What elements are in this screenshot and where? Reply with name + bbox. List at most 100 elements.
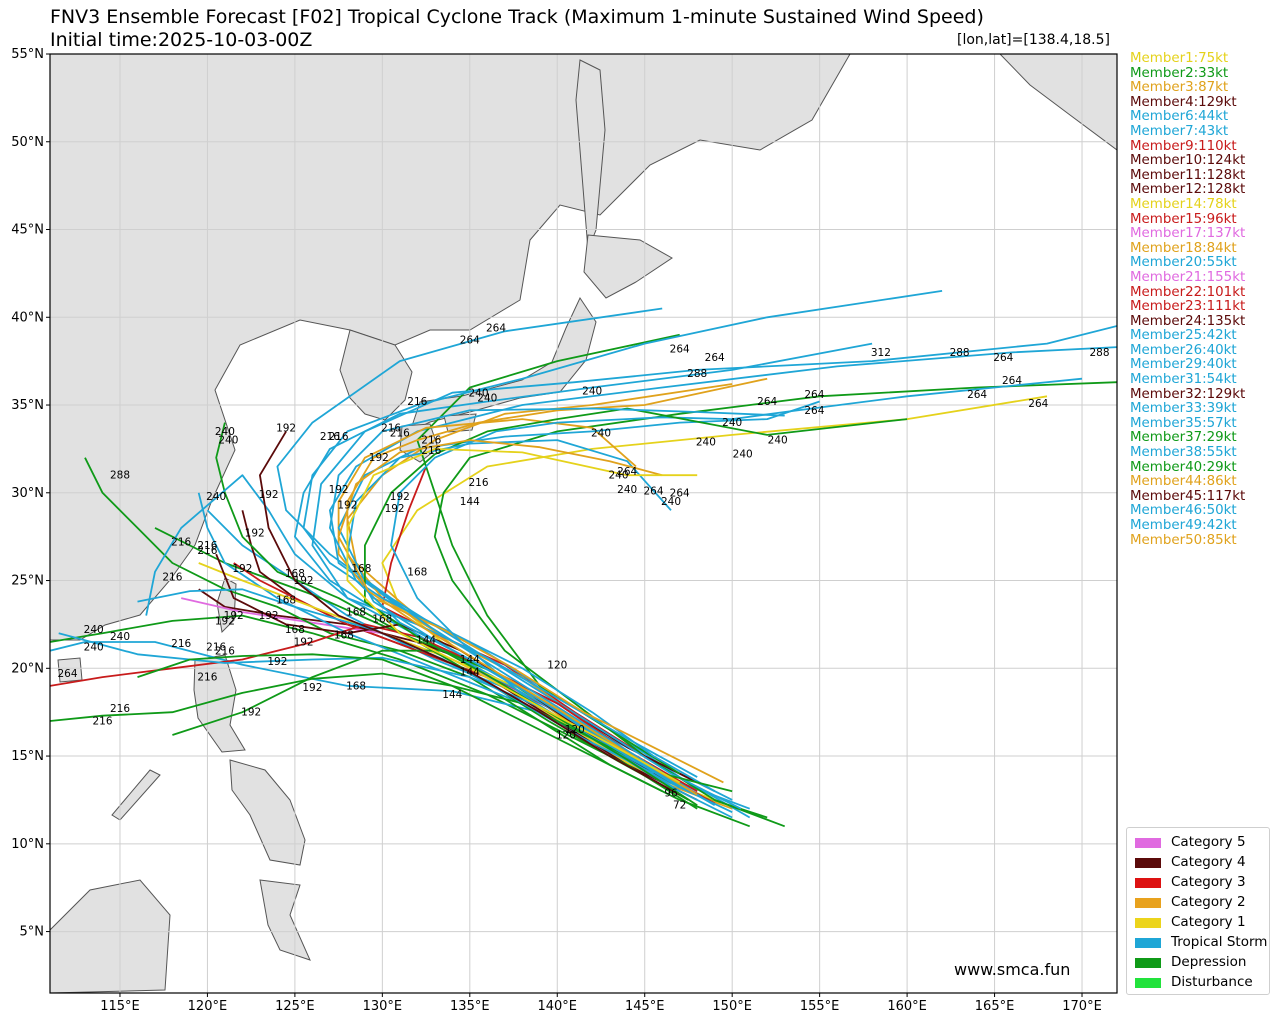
forecast-hour-label: 216 — [421, 445, 441, 457]
forecast-hour-label: 240 — [582, 386, 602, 398]
forecast-hour-label: 168 — [346, 607, 366, 619]
cyclone-track-line — [50, 623, 698, 792]
forecast-hour-label: 192 — [232, 563, 252, 575]
forecast-hour-label: 264 — [804, 405, 824, 417]
forecast-hour-label: 264 — [993, 352, 1013, 364]
legend-swatch — [1135, 878, 1161, 888]
member-entry: Member22:101kt — [1130, 284, 1246, 300]
member-entry: Member45:117kt — [1130, 488, 1246, 504]
forecast-hour-label: 192 — [245, 528, 265, 540]
member-entry: Member11:128kt — [1130, 167, 1246, 183]
forecast-hour-label: 216 — [407, 396, 427, 408]
member-entry: Member6:44kt — [1130, 109, 1229, 125]
lon-tick-label: 150°E — [712, 999, 752, 1014]
forecast-hour-label: 264 — [757, 396, 777, 408]
forecast-hour-label: 192 — [276, 422, 296, 434]
forecast-hour-label: 192 — [369, 452, 389, 464]
member-entry: Member23:111kt — [1130, 299, 1246, 315]
lat-tick-label: 30°N — [11, 486, 44, 501]
forecast-hour-label: 168 — [285, 568, 305, 580]
member-entry: Member31:54kt — [1130, 372, 1237, 388]
forecast-hour-label: 264 — [486, 322, 506, 334]
forecast-hour-label: 312 — [871, 347, 891, 359]
forecast-hour-label: 192 — [385, 503, 405, 515]
legend-swatch — [1135, 938, 1161, 948]
cyclone-track-line — [433, 381, 1117, 828]
forecast-hour-label: 216 — [421, 435, 441, 447]
forecast-hour-label: 288 — [687, 368, 707, 380]
forecast-hour-label: 120 — [556, 730, 576, 742]
forecast-hour-label: 264 — [1002, 375, 1022, 387]
forecast-hour-label: 216 — [206, 642, 226, 654]
forecast-hour-label: 72 — [673, 800, 686, 812]
forecast-hour-label: 192 — [241, 707, 261, 719]
forecast-hour-label: 240 — [110, 631, 130, 643]
legend-swatch — [1135, 918, 1161, 928]
forecast-hour-label: 264 — [670, 343, 690, 355]
member-entry: Member24:135kt — [1130, 313, 1246, 329]
forecast-hour-label: 288 — [950, 347, 970, 359]
forecast-hour-label: 240 — [468, 387, 488, 399]
luzon — [193, 654, 246, 753]
forecast-hour-label: 168 — [285, 624, 305, 636]
tracks-layer — [50, 290, 1117, 828]
member-entry: Member26:40kt — [1130, 342, 1237, 358]
member-entry: Member3:87kt — [1130, 80, 1229, 96]
lat-tick-label: 55°N — [11, 47, 44, 62]
forecast-hour-label: 240 — [661, 496, 681, 508]
lon-tick-label: 135°E — [450, 999, 490, 1014]
korean-peninsula — [339, 329, 413, 421]
forecast-hour-label: 216 — [171, 638, 191, 650]
category-legend: Category 5 Category 4 Category 3 Category 2… — [1126, 827, 1270, 995]
member-entry: Member4:129kt — [1130, 94, 1237, 110]
lon-tick-label: 160°E — [887, 999, 927, 1014]
lat-tick-label: 20°N — [11, 661, 44, 676]
member-entry: Member12:128kt — [1130, 182, 1246, 198]
lat-tick-label: 25°N — [11, 574, 44, 589]
member-entry: Member32:129kt — [1130, 386, 1246, 402]
forecast-hour-label: 168 — [346, 680, 366, 692]
forecast-hour-label: 192 — [390, 491, 410, 503]
lon-tick-label: 130°E — [363, 999, 403, 1014]
member-entry: Member49:42kt — [1130, 518, 1237, 533]
legend-swatch — [1135, 978, 1161, 988]
forecast-hour-label: 216 — [329, 431, 349, 443]
forecast-hour-label: 264 — [643, 486, 663, 498]
member-entry: Member9:110kt — [1130, 138, 1237, 154]
plot-frame — [49, 53, 1118, 994]
forecast-hour-label: 216 — [171, 536, 191, 548]
forecast-hour-label: 216 — [162, 572, 182, 584]
credit-watermark: www.smca.fun — [954, 960, 1071, 979]
forecast-hour-label: 240 — [617, 484, 637, 496]
forecast-hour-label: 240 — [218, 435, 238, 447]
legend-label: Category 2 — [1171, 894, 1246, 910]
cyclone-track-line — [50, 614, 698, 810]
member-entry: Member2:33kt — [1130, 65, 1229, 81]
member-entry: Member21:155kt — [1130, 269, 1246, 285]
cyclone-track-line — [215, 422, 689, 801]
legend-label: Category 5 — [1171, 834, 1246, 850]
member-entry: Member15:96kt — [1130, 211, 1237, 227]
cyclone-track-line — [337, 439, 698, 796]
forecast-hour-label: 240 — [696, 436, 716, 448]
cyclone-track-line — [258, 430, 681, 796]
legend-swatch — [1135, 898, 1161, 908]
legend-swatch — [1135, 838, 1161, 848]
borneo — [50, 879, 171, 993]
lon-tick-label: 125°E — [275, 999, 315, 1014]
forecast-hour-label: 264 — [967, 389, 987, 401]
legend-label: Depression — [1171, 954, 1247, 970]
lon-tick-label: 165°E — [975, 999, 1015, 1014]
legend-label: Tropical Storm — [1171, 934, 1268, 950]
forecast-hour-label: 264 — [804, 389, 824, 401]
forecast-hour-label: 168 — [372, 614, 392, 626]
cyclone-track-line — [145, 474, 698, 778]
member-entry: Member35:57kt — [1130, 415, 1237, 431]
forecast-hour-label: 240 — [206, 491, 226, 503]
cursor-lonlat-readout: [lon,lat]=[138.4,18.5] — [956, 32, 1110, 48]
cyclone-track-line — [346, 447, 698, 784]
forecast-hour-label: 264 — [705, 352, 725, 364]
member-entry: Member18:84kt — [1130, 240, 1237, 256]
forecast-hour-label: 264 — [670, 487, 690, 499]
